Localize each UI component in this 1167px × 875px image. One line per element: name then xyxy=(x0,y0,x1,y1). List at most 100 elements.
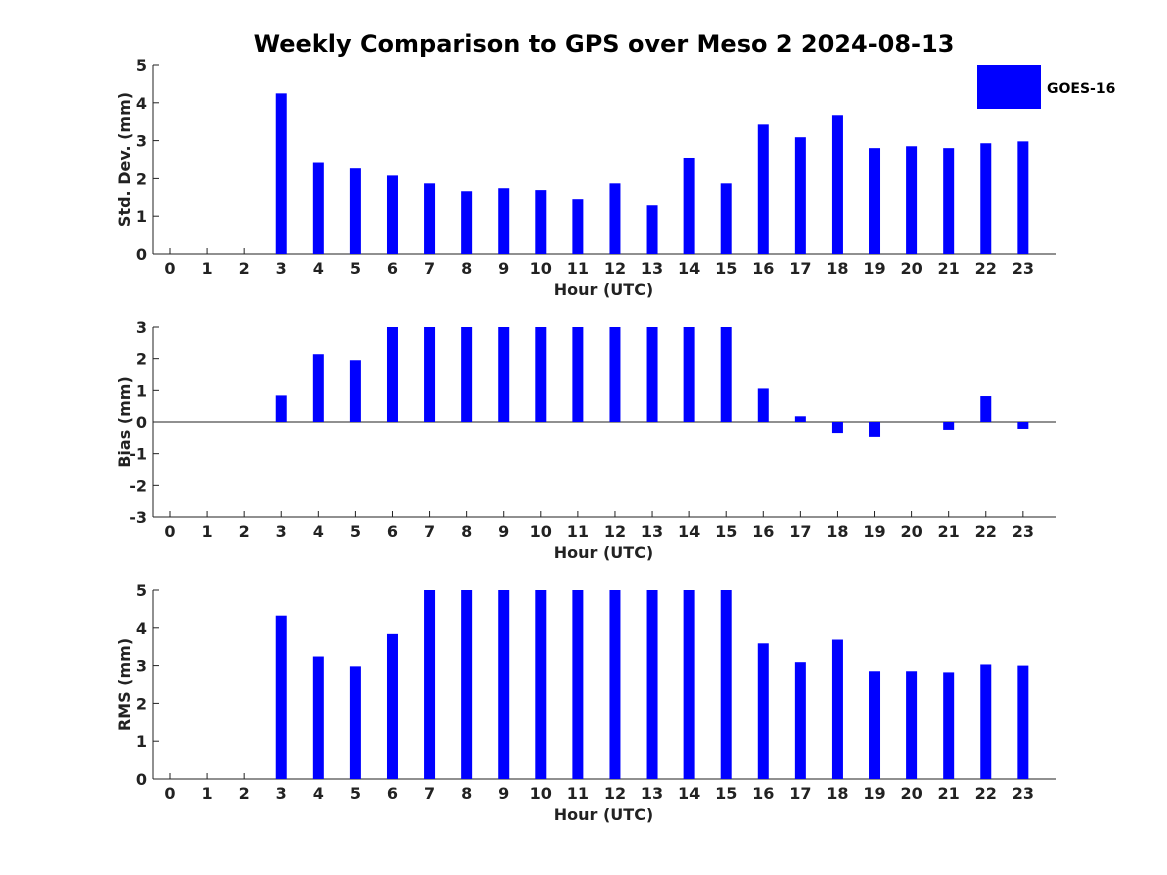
bias-bar-hour-13 xyxy=(646,327,658,422)
std-dev-x-tick-label: 6 xyxy=(387,259,398,278)
bias-x-tick-label: 21 xyxy=(938,522,960,541)
rms-x-tick-label: 9 xyxy=(498,784,509,803)
std-dev-y-tick-label: 5 xyxy=(136,56,147,75)
rms-bar-hour-18 xyxy=(831,639,843,779)
std-dev-bar-hour-21 xyxy=(943,148,955,254)
std-dev-bar-hour-13 xyxy=(646,205,658,254)
bias-y-tick-label: -1 xyxy=(129,445,147,464)
rms-bar-hour-11 xyxy=(572,590,584,779)
std-dev-x-tick-label: 5 xyxy=(350,259,361,278)
std-dev-bar-hour-11 xyxy=(572,199,584,254)
std-dev-x-tick-label: 14 xyxy=(678,259,700,278)
legend-swatch-goes-16 xyxy=(977,65,1041,109)
rms-x-tick-label: 16 xyxy=(752,784,774,803)
std-dev-y-axis-label: Std. Dev. (mm) xyxy=(115,92,134,227)
rms-y-axis-label: RMS (mm) xyxy=(115,638,134,731)
rms-y-tick-label: 4 xyxy=(136,619,147,638)
rms-bar-hour-21 xyxy=(943,672,955,779)
bias-y-tick-label: 1 xyxy=(136,381,147,400)
std-dev-x-tick-label: 19 xyxy=(863,259,885,278)
bias-bar-hour-3 xyxy=(275,395,287,422)
rms-x-axis-label: Hour (UTC) xyxy=(554,805,654,824)
std-dev-x-tick-label: 4 xyxy=(313,259,324,278)
rms-bar-hour-15 xyxy=(720,590,732,779)
bias-x-tick-label: 16 xyxy=(752,522,774,541)
std-dev-x-tick-label: 12 xyxy=(604,259,626,278)
bias-y-tick-label: -2 xyxy=(129,476,147,495)
std-dev-x-tick-label: 20 xyxy=(900,259,922,278)
rms-bar-hour-5 xyxy=(349,666,361,779)
std-dev-y-tick-label: 3 xyxy=(136,132,147,151)
bias-y-axis-label: Bias (mm) xyxy=(115,376,134,468)
std-dev-bar-hour-15 xyxy=(720,183,732,254)
std-dev-bar-hour-10 xyxy=(535,190,547,254)
bias-y-tick-label: 0 xyxy=(136,413,147,432)
bias-x-tick-label: 11 xyxy=(567,522,589,541)
std-dev-x-tick-label: 23 xyxy=(1012,259,1034,278)
bias-x-tick-label: 17 xyxy=(789,522,811,541)
std-dev-y-tick-label: 4 xyxy=(136,94,147,113)
std-dev-bar-hour-7 xyxy=(424,183,436,254)
bias-x-tick-label: 3 xyxy=(276,522,287,541)
bias-x-tick-label: 22 xyxy=(975,522,997,541)
bias-bar-hour-5 xyxy=(349,360,361,422)
rms-x-tick-label: 6 xyxy=(387,784,398,803)
std-dev-x-tick-label: 13 xyxy=(641,259,663,278)
bias-x-tick-label: 6 xyxy=(387,522,398,541)
bias-x-tick-label: 4 xyxy=(313,522,324,541)
std-dev-x-tick-label: 21 xyxy=(938,259,960,278)
std-dev-bar-hour-20 xyxy=(906,146,918,254)
rms-x-tick-label: 21 xyxy=(938,784,960,803)
rms-x-tick-label: 3 xyxy=(276,784,287,803)
std-dev-bar-hour-16 xyxy=(757,124,769,254)
std-dev-bar-hour-3 xyxy=(275,93,287,254)
rms-x-tick-label: 10 xyxy=(530,784,552,803)
std-dev-x-tick-label: 9 xyxy=(498,259,509,278)
rms-bar-hour-3 xyxy=(275,615,287,779)
rms-x-tick-label: 17 xyxy=(789,784,811,803)
std-dev-x-tick-label: 17 xyxy=(789,259,811,278)
rms-x-tick-label: 23 xyxy=(1012,784,1034,803)
rms-y-tick-label: 2 xyxy=(136,694,147,713)
bias-bar-hour-15 xyxy=(720,327,732,422)
bias-x-tick-label: 23 xyxy=(1012,522,1034,541)
rms-y-tick-label: 5 xyxy=(136,581,147,600)
bias-bar-hour-11 xyxy=(572,327,584,422)
rms-x-tick-label: 15 xyxy=(715,784,737,803)
std-dev-bar-hour-18 xyxy=(831,115,843,254)
rms-x-tick-label: 1 xyxy=(202,784,213,803)
bias-y-tick-label: 3 xyxy=(136,318,147,337)
std-dev-y-tick-label: 0 xyxy=(136,245,147,264)
rms-x-tick-label: 19 xyxy=(863,784,885,803)
rms-bar-hour-12 xyxy=(609,590,621,779)
rms-y-tick-label: 0 xyxy=(136,770,147,789)
std-dev-x-tick-label: 22 xyxy=(975,259,997,278)
bias-x-tick-label: 19 xyxy=(863,522,885,541)
bias-x-tick-label: 8 xyxy=(461,522,472,541)
rms-bar-hour-9 xyxy=(498,590,510,779)
rms-bar-hour-20 xyxy=(906,671,918,779)
bias-x-tick-label: 0 xyxy=(164,522,175,541)
bias-x-tick-label: 1 xyxy=(202,522,213,541)
rms-x-tick-label: 18 xyxy=(826,784,848,803)
std-dev-x-tick-label: 11 xyxy=(567,259,589,278)
bias-bar-hour-23 xyxy=(1017,422,1029,429)
rms-x-tick-label: 7 xyxy=(424,784,435,803)
bias-bar-hour-7 xyxy=(424,327,436,422)
legend: GOES-16 xyxy=(977,65,1115,109)
rms-bar-hour-17 xyxy=(794,662,806,779)
std-dev-x-tick-label: 8 xyxy=(461,259,472,278)
std-dev-y-tick-label: 1 xyxy=(136,207,147,226)
bias-bar-hour-9 xyxy=(498,327,510,422)
std-dev-x-tick-label: 2 xyxy=(239,259,250,278)
std-dev-bar-hour-12 xyxy=(609,183,621,254)
bias-bar-hour-21 xyxy=(943,422,955,430)
bias-x-tick-label: 7 xyxy=(424,522,435,541)
rms-bar-hour-7 xyxy=(424,590,436,779)
bias-x-tick-label: 14 xyxy=(678,522,700,541)
rms-bar-hour-8 xyxy=(461,590,473,779)
bias-bar-hour-19 xyxy=(869,422,881,437)
bias-bar-hour-22 xyxy=(980,396,992,422)
